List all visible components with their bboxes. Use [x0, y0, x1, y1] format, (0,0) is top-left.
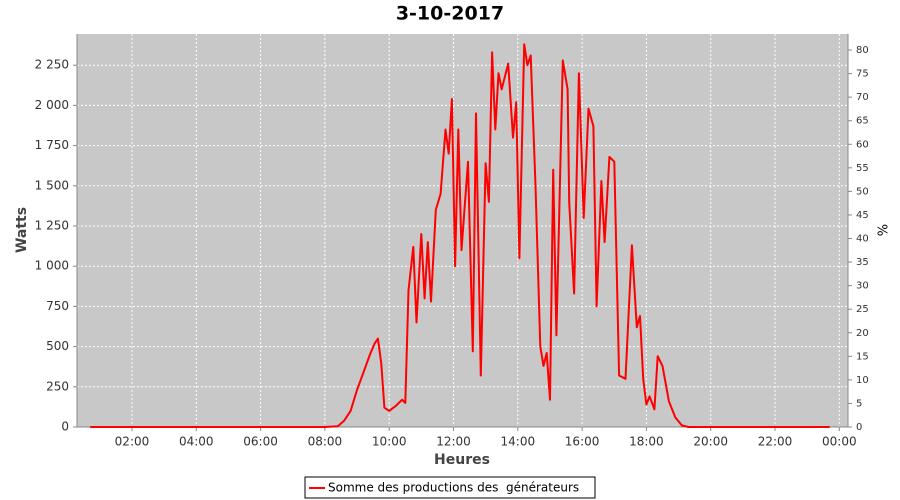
y-tick-label: 0 — [61, 420, 69, 434]
y2-tick-label: 65 — [856, 116, 869, 127]
x-tick-label: 14:00 — [501, 435, 536, 449]
y2-tick-label: 25 — [856, 304, 869, 315]
y-axis-label: Watts — [14, 207, 30, 253]
y2-tick-label: 15 — [856, 351, 869, 362]
y2-tick-label: 60 — [856, 139, 869, 150]
x-tick-label: 10:00 — [372, 435, 407, 449]
y2-axis-label: % — [877, 224, 892, 236]
data-line — [90, 43, 830, 428]
x-tick-label: 18:00 — [629, 435, 664, 449]
y-tick-label: 1 000 — [35, 259, 69, 273]
x-tick-label: 12:00 — [436, 435, 471, 449]
y2-tick-label: 40 — [856, 234, 869, 245]
y2-tick-label: 70 — [856, 92, 869, 103]
y-tick-label: 500 — [46, 339, 69, 353]
y-tick-label: 1 250 — [35, 218, 69, 232]
y2-tick-label: 45 — [856, 210, 869, 221]
y2-tick-label: 30 — [856, 281, 869, 292]
x-tick-label: 06:00 — [243, 435, 278, 449]
chart-title: 3-10-2017 — [396, 3, 504, 25]
y2-tick-label: 55 — [856, 163, 869, 174]
y-tick-label: 2 000 — [35, 98, 69, 112]
y-tick-label: 250 — [46, 379, 69, 393]
x-tick-label: 00:00 — [822, 435, 857, 449]
y-tick-label: 750 — [46, 299, 69, 313]
y2-tick-label: 20 — [856, 328, 869, 339]
y2-tick-label: 35 — [856, 257, 869, 268]
legend-label: Somme des productions des générateurs — [328, 481, 579, 495]
y2-tick-label: 50 — [856, 186, 869, 197]
y2-tick-label: 80 — [856, 45, 869, 56]
y2-tick-label: 0 — [856, 422, 862, 433]
y2-tick-label: 75 — [856, 69, 869, 80]
x-axis-label: Heures — [434, 452, 490, 468]
x-tick-label: 20:00 — [693, 435, 728, 449]
y-tick-label: 1 500 — [35, 178, 69, 192]
legend — [304, 476, 596, 499]
x-tick-label: 08:00 — [308, 435, 343, 449]
x-tick-label: 02:00 — [115, 435, 150, 449]
y2-tick-label: 10 — [856, 375, 869, 386]
y2-tick-label: 5 — [856, 398, 862, 409]
y-tick-label: 2 250 — [35, 58, 69, 72]
x-tick-label: 04:00 — [179, 435, 214, 449]
x-tick-label: 16:00 — [565, 435, 600, 449]
y-tick-label: 1 750 — [35, 138, 69, 152]
x-tick-label: 22:00 — [758, 435, 793, 449]
